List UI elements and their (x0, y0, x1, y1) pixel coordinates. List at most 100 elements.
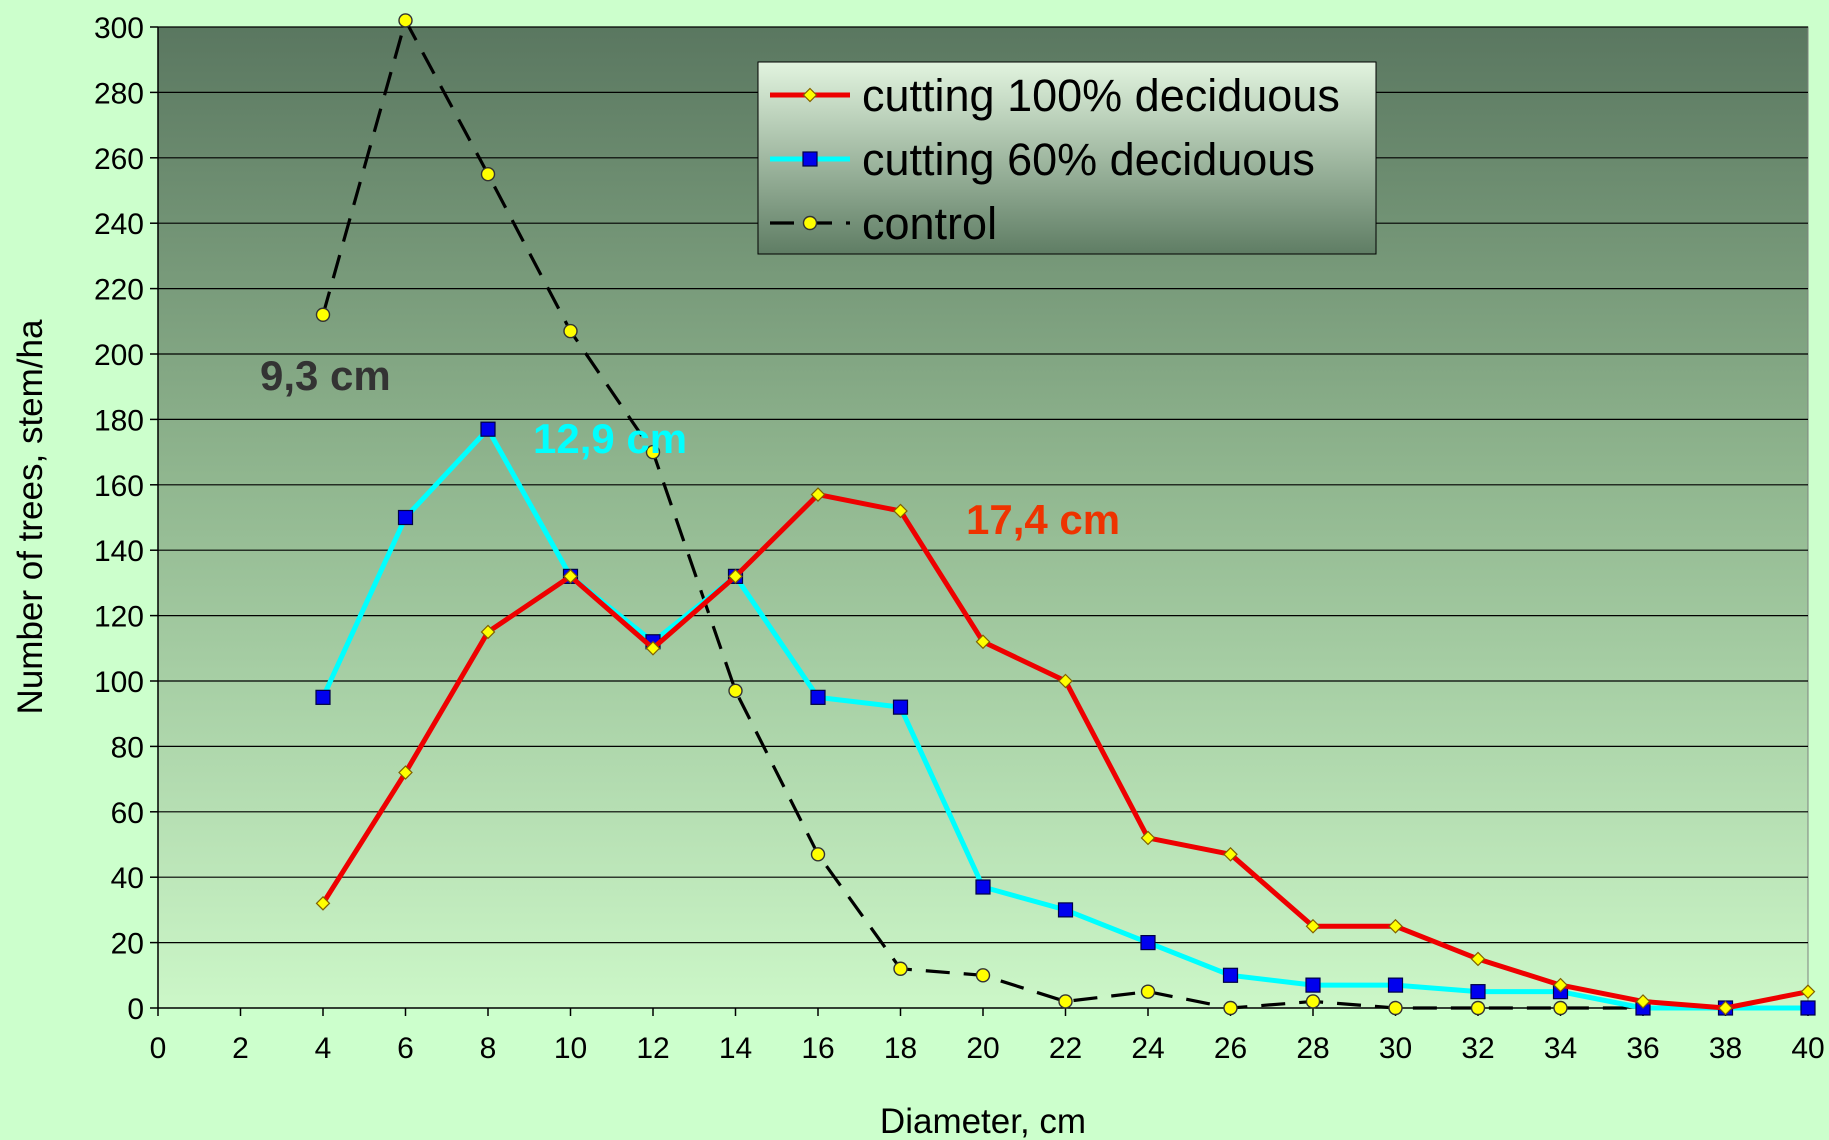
series-0-point-24 (1140, 830, 1156, 846)
y-tick-label-300: 300 (94, 12, 144, 45)
x-axis-title: Diameter, cm (880, 1102, 1086, 1140)
series-2-point-14 (728, 683, 743, 699)
x-tick-label-28: 28 (1296, 1032, 1329, 1065)
legend-swatch-marker-1 (802, 151, 818, 167)
legend-item-0: cutting 100% deciduous (770, 70, 1340, 121)
x-tick-label-40: 40 (1791, 1032, 1824, 1065)
y-tick-label-240: 240 (94, 208, 144, 241)
legend-item-1: cutting 60% deciduous (770, 134, 1315, 185)
series-2-point-12 (645, 444, 661, 460)
y-tick-label-60: 60 (111, 797, 144, 830)
x-tick-label-14: 14 (719, 1032, 752, 1065)
series-0-point-14 (728, 569, 743, 584)
x-axis-tick-labels: 0 2 4 6 8 10 12 14 16 18 20 22 24 26 28 30 32 34 36 38 40 (150, 1032, 1825, 1065)
series-1-point-24 (1140, 934, 1156, 951)
y-tick-label-80: 80 (111, 731, 144, 764)
series-0-point-40 (1800, 984, 1816, 999)
series-0-point-6 (398, 765, 413, 780)
x-tick-label-4: 4 (315, 1032, 332, 1065)
y-axis-tick-labels: 0 20 40 60 80 100 120 140 160 180 200 220 240 260 280 3… (94, 12, 144, 1026)
annotation-control-mean: 9,3 cm (260, 352, 391, 399)
series-2-point-34 (1553, 1000, 1568, 1016)
series-1-point-18 (892, 699, 909, 715)
legend-item-2: control (770, 198, 997, 249)
series-0-point-10 (563, 569, 578, 584)
series-2-point-24 (1140, 984, 1156, 999)
x-tick-label-26: 26 (1214, 1032, 1247, 1065)
series-2-point-32 (1470, 1000, 1486, 1016)
series-1-point-26 (1222, 967, 1239, 983)
series-1-point-32 (1470, 984, 1486, 1000)
legend-swatch-marker-0 (802, 87, 818, 103)
y-tick-label-20: 20 (111, 928, 144, 961)
series-1-point-30 (1387, 977, 1404, 993)
x-tick-label-2: 2 (232, 1032, 249, 1065)
series-2-point-22 (1058, 994, 1073, 1009)
x-tick-label-0: 0 (150, 1032, 167, 1065)
y-tick-label-40: 40 (111, 862, 144, 895)
x-tick-label-38: 38 (1709, 1032, 1742, 1065)
series-1-point-40 (1800, 1000, 1816, 1016)
y-tick-label-260: 260 (94, 143, 144, 176)
series-0-point-8 (480, 624, 496, 640)
x-tick-label-22: 22 (1049, 1032, 1082, 1065)
y-tick-label-280: 280 (94, 77, 144, 110)
x-tick-label-36: 36 (1626, 1032, 1659, 1065)
series-1-point-20 (975, 879, 991, 895)
series-0-point-12 (645, 640, 661, 656)
series-0-point-34 (1553, 977, 1568, 993)
series-0-point-18 (893, 503, 908, 519)
series-0-point-16 (810, 487, 826, 502)
series-2-point-20 (975, 968, 991, 983)
x-tick-label-20: 20 (966, 1032, 999, 1065)
y-tick-label-140: 140 (94, 535, 144, 568)
x-tick-label-32: 32 (1461, 1032, 1494, 1065)
x-tick-label-18: 18 (884, 1032, 917, 1065)
x-tick-label-10: 10 (554, 1032, 587, 1065)
series-0-point-26 (1223, 846, 1238, 862)
legend-label-2: control (862, 198, 997, 249)
series-2 (315, 13, 1816, 1016)
series-1-point-6 (397, 509, 414, 526)
series-0-point-36 (1635, 994, 1651, 1009)
y-tick-label-0: 0 (127, 993, 144, 1026)
y-tick-label-220: 220 (94, 274, 144, 307)
series-1-point-28 (1305, 977, 1321, 993)
legend-label-1: cutting 60% deciduous (862, 134, 1315, 185)
series-2-point-30 (1388, 1000, 1403, 1016)
series-2-point-6 (398, 13, 413, 28)
x-tick-label-12: 12 (636, 1032, 669, 1065)
grid-lines (158, 26, 1808, 944)
annotation-cutting-100-mean: 17,4 cm (966, 496, 1120, 543)
legend-swatch-marker-2 (802, 215, 818, 231)
series-0-point-28 (1305, 918, 1321, 934)
x-tick-label-8: 8 (480, 1032, 497, 1065)
series-1-point-22 (1057, 902, 1074, 918)
x-tick-label-30: 30 (1379, 1032, 1412, 1065)
series-2-point-16 (810, 847, 826, 862)
series-1-point-8 (480, 421, 496, 437)
y-tick-label-160: 160 (94, 470, 144, 503)
series-0-point-30 (1388, 918, 1403, 934)
series-2-point-18 (893, 961, 908, 976)
series-1-point-16 (810, 689, 826, 705)
series-2-point-10 (563, 323, 578, 339)
series-2-point-4 (315, 307, 331, 322)
y-tick-label-120: 120 (94, 601, 144, 634)
series-0 (315, 487, 1816, 1016)
series-0-point-20 (975, 634, 991, 650)
x-tick-label-6: 6 (397, 1032, 414, 1065)
y-axis-title: Number of trees, stem/ha (11, 319, 50, 714)
series-0-point-4 (315, 896, 331, 911)
annotation-cutting-60-mean: 12,9 cm (533, 415, 687, 462)
x-tick-label-34: 34 (1544, 1032, 1577, 1065)
series-0-point-22 (1058, 673, 1073, 689)
x-tick-label-16: 16 (801, 1032, 834, 1065)
series-0-point-38 (1718, 1000, 1733, 1016)
series-2-point-26 (1223, 1000, 1238, 1016)
series-0-point-32 (1470, 951, 1486, 967)
y-tick-label-100: 100 (94, 666, 144, 699)
series-2-point-8 (480, 166, 496, 182)
x-tick-label-24: 24 (1131, 1032, 1164, 1065)
